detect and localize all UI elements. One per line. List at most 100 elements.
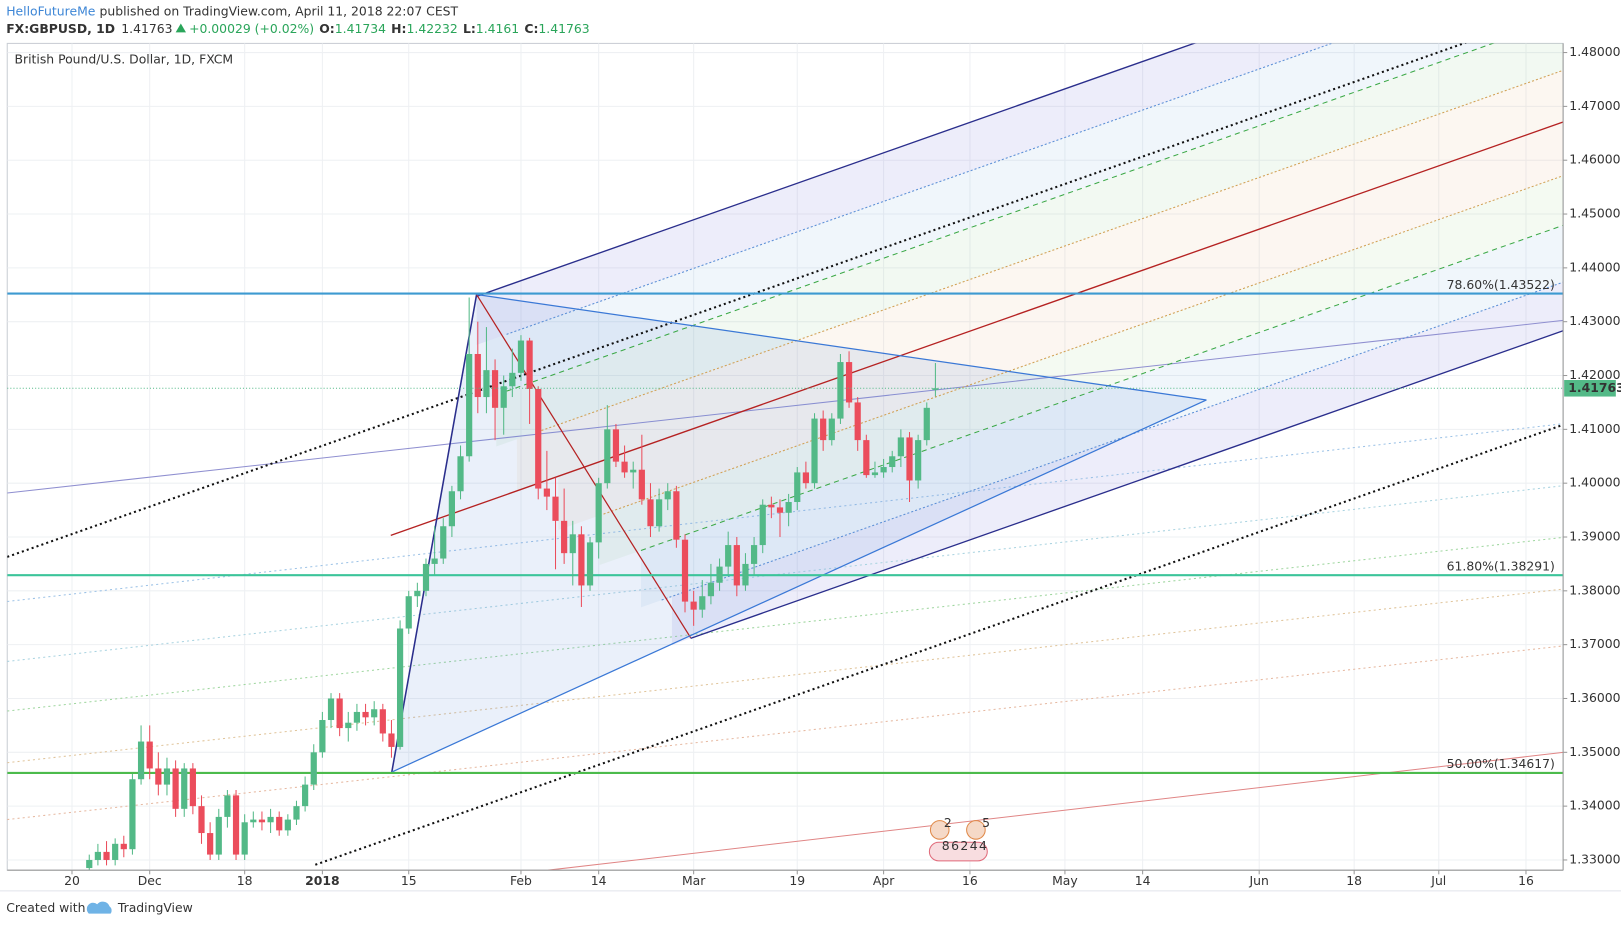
candle-body: [405, 596, 412, 629]
close-label: C:: [524, 20, 538, 35]
candle-body: [396, 628, 404, 747]
symbol: FX:GBPUSD, 1D: [6, 20, 115, 35]
candle-body: [794, 472, 801, 503]
candle-body: [310, 752, 317, 785]
candle-body: [647, 499, 654, 527]
y-tick-label: 1.47000: [1569, 98, 1620, 113]
candle-body: [578, 534, 585, 586]
candle-body: [284, 819, 291, 831]
drawings: 78.60%(1.43522) 61.80%(1.38291) 50.00%(1.3…: [7, 43, 1564, 871]
candle-body: [569, 534, 576, 554]
pitchfork-line: [690, 330, 1564, 640]
candle-body: [431, 558, 438, 564]
y-tick-label: 1.41000: [1569, 421, 1620, 436]
candle-body: [120, 843, 127, 850]
up-arrow-icon: [175, 23, 186, 33]
open-label: O:: [319, 20, 335, 35]
extension-line: [7, 319, 1564, 494]
trend-line: [391, 399, 1207, 773]
y-tick-label: 1.33000: [1569, 851, 1620, 866]
x-tick-label: Dec: [138, 873, 162, 888]
y-tick-label: 1.43000: [1569, 313, 1620, 328]
x-tick-label: Jul: [1430, 873, 1446, 888]
candle-body: [250, 819, 257, 823]
candle-body: [586, 542, 594, 586]
pitchfork-zone: [516, 70, 1564, 491]
candle-body: [474, 353, 481, 398]
pitchfork-zone: [640, 225, 1564, 608]
author[interactable]: HelloFutureMe: [6, 3, 95, 18]
open-value: 1.41734: [335, 20, 386, 35]
pitchfork-zone: [599, 175, 1564, 566]
event-count: 8: [942, 838, 950, 853]
candle-body: [820, 418, 827, 441]
tradingview-logo: [86, 901, 112, 914]
footer-brand[interactable]: TradingView: [117, 900, 193, 915]
event-icon: [929, 820, 950, 840]
candle-body: [776, 507, 784, 513]
candle-body: [880, 467, 887, 473]
candle-body: [181, 768, 188, 809]
candle-body: [604, 429, 611, 484]
high-value: 1.42232: [407, 20, 458, 35]
last-price: 1.41763: [121, 20, 172, 35]
candle-body: [621, 461, 628, 473]
candle-body: [932, 388, 939, 390]
candle-body: [750, 545, 758, 564]
pitchfork-line: [314, 423, 1564, 866]
pitchfork-line: [7, 43, 1467, 558]
x-tick-label: 2018: [305, 873, 340, 888]
candle-body: [353, 711, 361, 723]
x-tick-label: Apr: [873, 873, 895, 888]
candle-body: [215, 816, 222, 855]
candle-body: [345, 722, 352, 729]
x-tick-label: 16: [962, 873, 978, 888]
axes: 1.33000 1.34000 1.35000 1.36000 1.37000 1.380…: [7, 43, 1621, 888]
candle-body: [440, 526, 447, 559]
fib-label: 61.80%(1.38291): [1447, 558, 1555, 573]
footer-created: Created with: [6, 900, 85, 915]
change: +0.00029 (+0.02%): [189, 20, 314, 35]
candle-body: [517, 340, 525, 373]
candle-body: [137, 741, 145, 780]
x-tick-label: Jun: [1248, 873, 1268, 888]
pitchfork-line: [506, 43, 1334, 335]
candle-body: [319, 720, 326, 753]
x-tick-label: 15: [401, 873, 417, 888]
pitchfork-line: [506, 43, 1495, 392]
candle-body: [241, 822, 248, 855]
x-tick-label: Mar: [682, 873, 706, 888]
extension-line: [7, 588, 1564, 764]
y-tick-label: 1.42000: [1569, 367, 1620, 382]
candle-body: [561, 520, 568, 554]
candle-body: [923, 407, 930, 441]
candle-body: [267, 816, 274, 823]
candle-body: [500, 386, 507, 408]
candle-body: [129, 779, 136, 850]
high-label: H:: [391, 20, 406, 35]
extension-line: [7, 536, 1564, 712]
trend-line: [476, 293, 1207, 401]
candle-body: [845, 362, 853, 403]
close-value: 1.41763: [538, 20, 589, 35]
candle-body: [362, 711, 369, 718]
triangle-zone: [391, 294, 1207, 773]
y-tick-label: 1.45000: [1569, 206, 1620, 221]
candle-body: [716, 566, 723, 583]
candle-body: [915, 440, 922, 481]
pitchfork-line: [476, 43, 1196, 297]
candle-body: [388, 733, 395, 747]
candle-body: [785, 502, 792, 513]
candle-body: [371, 709, 378, 718]
grid: [7, 43, 1564, 871]
candle-body: [276, 816, 283, 831]
event-count: 5: [982, 815, 990, 830]
x-tick-label: 16: [1518, 873, 1534, 888]
candle-body: [258, 819, 266, 823]
fib-label: 78.60%(1.43522): [1447, 277, 1555, 292]
x-tick-label: 20: [64, 873, 80, 888]
candle-body: [664, 491, 671, 500]
y-tick-label: 1.35000: [1569, 744, 1620, 759]
event-count: 4: [970, 838, 978, 853]
